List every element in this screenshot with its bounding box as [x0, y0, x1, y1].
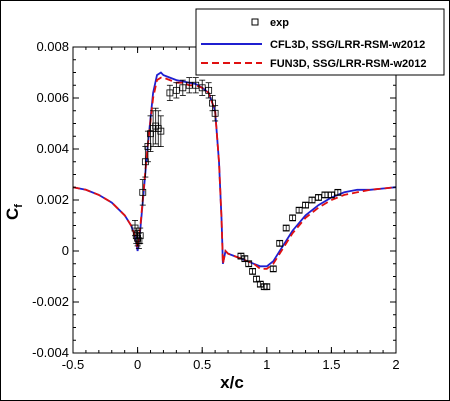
- plot-area: [72, 46, 397, 354]
- x-axis-label: x/c: [220, 373, 244, 392]
- series-fun3d-line: [72, 76, 397, 270]
- x-tick-label: -0.5: [62, 357, 84, 372]
- y-tick-label: 0.002: [36, 192, 69, 207]
- exp-point: [315, 194, 322, 201]
- exp-point: [135, 237, 143, 245]
- exp-point: [152, 122, 160, 130]
- exp-point: [157, 127, 165, 135]
- exp-point: [211, 109, 219, 117]
- exp-point: [166, 89, 174, 97]
- y-tick-label: -0.004: [32, 345, 69, 360]
- legend-entry-cfl3d: CFL3D, SSG/LRR-RSM-w2012: [270, 39, 425, 51]
- y-axis-label-sub: f: [13, 204, 25, 208]
- exp-point: [253, 275, 260, 283]
- legend-entry-exp: exp: [270, 17, 289, 29]
- exp-point: [302, 201, 309, 209]
- exp-point: [282, 224, 290, 232]
- tick-layer: -0.5 0 0.5 1 1.5 2 -0.004 -0.002 0 0.002 0.004 0.00…: [32, 39, 399, 372]
- y-tick-label: 0.004: [36, 141, 69, 156]
- x-tick-label: 1: [263, 357, 270, 372]
- x-tick-label: 1.5: [322, 357, 340, 372]
- y-axis-label-main: C: [3, 208, 22, 220]
- legend-entry-fun3d: FUN3D, SSG/LRR-RSM-w2012: [270, 58, 426, 70]
- exp-point: [179, 84, 187, 92]
- y-axis-label: Cf: [3, 204, 25, 220]
- legend-exp-marker: [251, 18, 259, 26]
- exp-point: [249, 267, 256, 275]
- exp-point: [209, 99, 216, 107]
- exp-point: [321, 191, 329, 199]
- series-exp: [131, 77, 342, 291]
- exp-point: [172, 86, 180, 94]
- x-tick-label: 2: [392, 357, 399, 372]
- exp-point: [334, 188, 342, 196]
- legend: exp CFL3D, SSG/LRR-RSM-w2012 FUN3D, SSG/…: [195, 8, 445, 76]
- exp-point: [147, 130, 154, 138]
- exp-point: [289, 214, 297, 222]
- exp-point: [241, 255, 249, 263]
- exp-point: [134, 234, 142, 242]
- exp-point: [136, 232, 144, 240]
- exp-point: [132, 232, 140, 240]
- exp-point: [269, 265, 277, 273]
- exp-point: [295, 206, 303, 214]
- y-tick-label: 0.006: [36, 90, 69, 105]
- y-tick-label: 0: [62, 243, 69, 258]
- exp-point: [245, 260, 253, 268]
- exp-point: [263, 283, 271, 291]
- exp-point: [154, 125, 162, 132]
- exp-point: [149, 125, 157, 132]
- exp-point: [276, 239, 284, 247]
- x-tick-label: 0.5: [193, 357, 211, 372]
- y-tick-label: 0.008: [36, 39, 69, 54]
- y-tick-label: -0.002: [32, 294, 69, 309]
- exp-point: [185, 81, 193, 89]
- exp-point: [327, 191, 335, 199]
- data-layer: [72, 71, 397, 291]
- exp-point: [139, 188, 147, 196]
- exp-point: [192, 81, 200, 89]
- exp-point: [205, 86, 213, 94]
- series-cfl3d-line: [72, 71, 397, 268]
- exp-point: [198, 84, 206, 92]
- exp-point: [308, 196, 316, 204]
- x-tick-label: 0: [134, 357, 141, 372]
